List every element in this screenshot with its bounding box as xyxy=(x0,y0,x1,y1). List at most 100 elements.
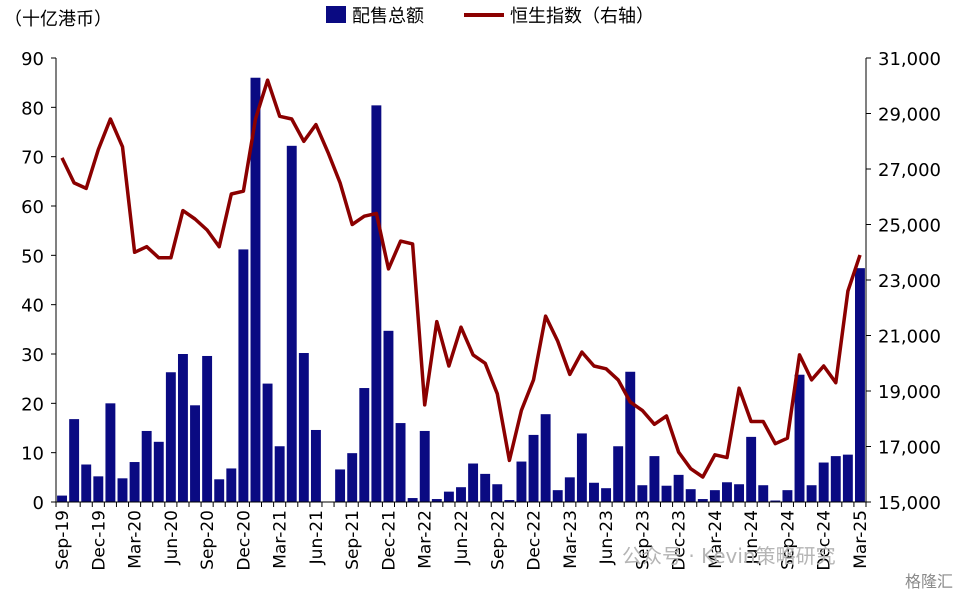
bar-Oct-20 xyxy=(214,479,224,502)
bar-Oct-19 xyxy=(69,419,79,502)
bar-May-21 xyxy=(299,353,309,502)
left-tick-label: 40 xyxy=(21,296,44,317)
right-tick-label: 31,000 xyxy=(878,49,941,70)
bar-Dec-24 xyxy=(819,463,829,502)
right-tick-label: 23,000 xyxy=(878,271,941,292)
bar-Dec-19 xyxy=(93,476,103,502)
x-tick-label-Mar-25: Mar-25 xyxy=(851,510,871,569)
bar-Mar-21 xyxy=(275,446,285,502)
x-tick-label-Dec-19: Dec-19 xyxy=(89,510,109,571)
right-tick-label: 15,000 xyxy=(878,493,941,514)
bar-Dec-22 xyxy=(529,435,539,502)
right-tick-label: 27,000 xyxy=(878,160,941,181)
x-tick-label-Dec-21: Dec-21 xyxy=(379,510,399,571)
bar-Sep-20 xyxy=(202,356,212,502)
legend: 配售总额 恒生指数（右轴） xyxy=(326,6,654,27)
bar-series xyxy=(57,78,865,502)
bar-Jul-23 xyxy=(613,446,623,502)
x-tick-label-Sep-21: Sep-21 xyxy=(343,510,363,570)
right-tick-label: 19,000 xyxy=(878,382,941,403)
bar-Jul-24 xyxy=(758,485,768,502)
bar-Jan-22 xyxy=(396,423,406,502)
bar-Sep-24 xyxy=(782,490,792,502)
left-axis-unit-label: （十亿港币） xyxy=(4,9,112,30)
right-axis-ticks: 15,000 17,000 19,000 21,000 23,000 25,000 27,0… xyxy=(866,49,941,514)
bar-Jul-20 xyxy=(178,354,188,502)
x-tick-label-Jun-22: Jun-22 xyxy=(452,510,472,565)
legend-bar-swatch xyxy=(326,6,346,23)
bar-Dec-23 xyxy=(674,475,684,502)
left-tick-label: 50 xyxy=(21,246,44,267)
right-tick-label: 21,000 xyxy=(878,327,941,348)
bar-Apr-23 xyxy=(577,433,587,502)
bar-Jun-22 xyxy=(456,487,466,502)
bar-Jun-20 xyxy=(166,372,176,502)
bar-May-22 xyxy=(444,492,454,502)
bar-Oct-21 xyxy=(359,388,369,502)
x-tick-label-Jun-20: Jun-20 xyxy=(162,510,182,565)
x-tick-label-Mar-22: Mar-22 xyxy=(416,510,436,569)
brand-logo-text: 格隆汇 xyxy=(905,568,953,592)
bar-Feb-23 xyxy=(553,490,563,502)
bar-May-20 xyxy=(154,442,164,502)
bar-Nov-22 xyxy=(516,462,526,502)
bar-Jan-23 xyxy=(541,414,551,502)
bar-Dec-21 xyxy=(384,331,394,502)
bar-Nov-21 xyxy=(371,105,381,502)
bar-Apr-21 xyxy=(287,146,297,502)
bar-Sep-22 xyxy=(492,484,502,502)
bar-Feb-20 xyxy=(118,478,128,502)
bar-Oct-23 xyxy=(649,456,659,502)
x-tick-label-Dec-20: Dec-20 xyxy=(234,510,254,571)
axes xyxy=(56,58,866,502)
x-tick-label-Sep-19: Sep-19 xyxy=(53,510,73,570)
bar-Aug-20 xyxy=(190,405,200,502)
bar-Jun-24 xyxy=(746,437,756,502)
bar-Apr-20 xyxy=(142,431,152,502)
bar-Jan-20 xyxy=(105,403,115,502)
right-tick-label: 17,000 xyxy=(878,438,941,459)
bar-Sep-23 xyxy=(637,485,647,502)
bar-May-23 xyxy=(589,483,599,502)
watermark-text: 公众号 · Kevin策略研究 xyxy=(622,540,836,569)
left-tick-label: 20 xyxy=(21,394,44,415)
bar-Apr-24 xyxy=(722,482,732,502)
bar-Mar-20 xyxy=(130,462,140,502)
right-tick-label: 29,000 xyxy=(878,105,941,126)
legend-line-label: 恒生指数（右轴） xyxy=(510,6,654,27)
left-tick-label: 80 xyxy=(21,98,44,119)
right-tick-label: 25,000 xyxy=(878,216,941,237)
bar-Sep-21 xyxy=(347,453,357,502)
bar-Mar-24 xyxy=(710,490,720,502)
bar-Mar-23 xyxy=(565,477,575,502)
left-tick-label: 0 xyxy=(33,493,44,514)
bar-Jan-24 xyxy=(686,489,696,502)
x-tick-label-Mar-20: Mar-20 xyxy=(126,510,146,569)
x-tick-label-Mar-21: Mar-21 xyxy=(271,510,291,569)
bar-Jul-22 xyxy=(468,464,478,502)
x-tick-label-Sep-22: Sep-22 xyxy=(488,510,508,570)
bar-May-24 xyxy=(734,484,744,502)
bar-Nov-19 xyxy=(81,465,91,502)
x-tick-label-Jun-21: Jun-21 xyxy=(307,510,327,565)
bar-Nov-24 xyxy=(807,485,817,502)
x-tick-label-Sep-20: Sep-20 xyxy=(198,510,218,570)
bar-Mar-22 xyxy=(420,431,430,502)
bar-Oct-24 xyxy=(795,375,805,502)
bar-Nov-23 xyxy=(662,486,672,502)
bar-Nov-20 xyxy=(226,468,236,502)
left-tick-label: 70 xyxy=(21,148,44,169)
bar-Jan-25 xyxy=(831,456,841,502)
left-tick-label: 30 xyxy=(21,345,44,366)
bar-Aug-23 xyxy=(625,372,635,502)
bar-Feb-25 xyxy=(843,455,853,502)
legend-bar-label: 配售总额 xyxy=(352,6,424,27)
bar-Dec-20 xyxy=(238,249,248,502)
bar-Feb-22 xyxy=(408,498,418,502)
x-tick-label-Dec-22: Dec-22 xyxy=(525,510,545,571)
bar-Aug-22 xyxy=(480,474,490,502)
bar-Feb-21 xyxy=(263,384,273,502)
bar-Jun-23 xyxy=(601,488,611,502)
